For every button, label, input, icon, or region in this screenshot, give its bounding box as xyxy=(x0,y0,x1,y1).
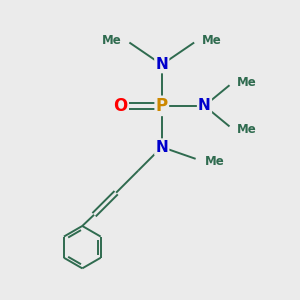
Text: Me: Me xyxy=(237,123,256,136)
Text: Me: Me xyxy=(205,155,224,168)
Text: P: P xyxy=(156,97,168,115)
Text: N: N xyxy=(155,140,168,154)
Text: N: N xyxy=(198,98,211,113)
Text: N: N xyxy=(155,57,168,72)
Text: Me: Me xyxy=(237,76,256,89)
Text: O: O xyxy=(113,97,128,115)
Text: Me: Me xyxy=(102,34,122,47)
Text: Me: Me xyxy=(202,34,221,47)
